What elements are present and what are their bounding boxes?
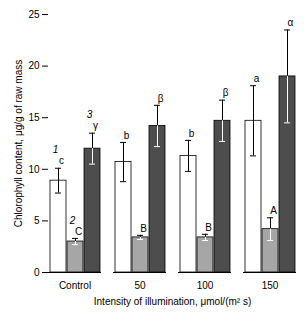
svg-text:B: B: [140, 223, 147, 234]
svg-text:a: a: [254, 73, 260, 84]
svg-text:100: 100: [197, 280, 214, 291]
svg-text:b: b: [124, 130, 130, 141]
svg-text:Control: Control: [59, 280, 91, 291]
svg-text:α: α: [288, 17, 294, 28]
svg-text:20: 20: [28, 60, 40, 71]
svg-text:2: 2: [69, 215, 76, 226]
svg-text:5: 5: [34, 215, 40, 226]
svg-text:γ: γ: [93, 120, 98, 131]
svg-text:25: 25: [28, 9, 40, 20]
svg-text:15: 15: [28, 112, 40, 123]
svg-text:Chlorophyll content, μg/g of r: Chlorophyll content, μg/g of raw mass: [13, 60, 24, 228]
svg-text:0: 0: [34, 267, 40, 278]
svg-text:1: 1: [53, 144, 59, 155]
svg-text:A: A: [270, 205, 277, 216]
svg-text:B: B: [205, 222, 212, 233]
svg-text:3: 3: [87, 109, 93, 120]
svg-text:C: C: [75, 226, 82, 237]
svg-text:150: 150: [262, 280, 279, 291]
svg-text:Intensity of illumination, μmo: Intensity of illumination, μmol/(m² s): [94, 296, 251, 307]
svg-text:50: 50: [134, 280, 146, 291]
svg-text:10: 10: [28, 164, 40, 175]
svg-text:β: β: [223, 87, 229, 98]
svg-text:β: β: [158, 93, 164, 104]
svg-text:b: b: [189, 128, 195, 139]
svg-text:c: c: [59, 155, 64, 166]
